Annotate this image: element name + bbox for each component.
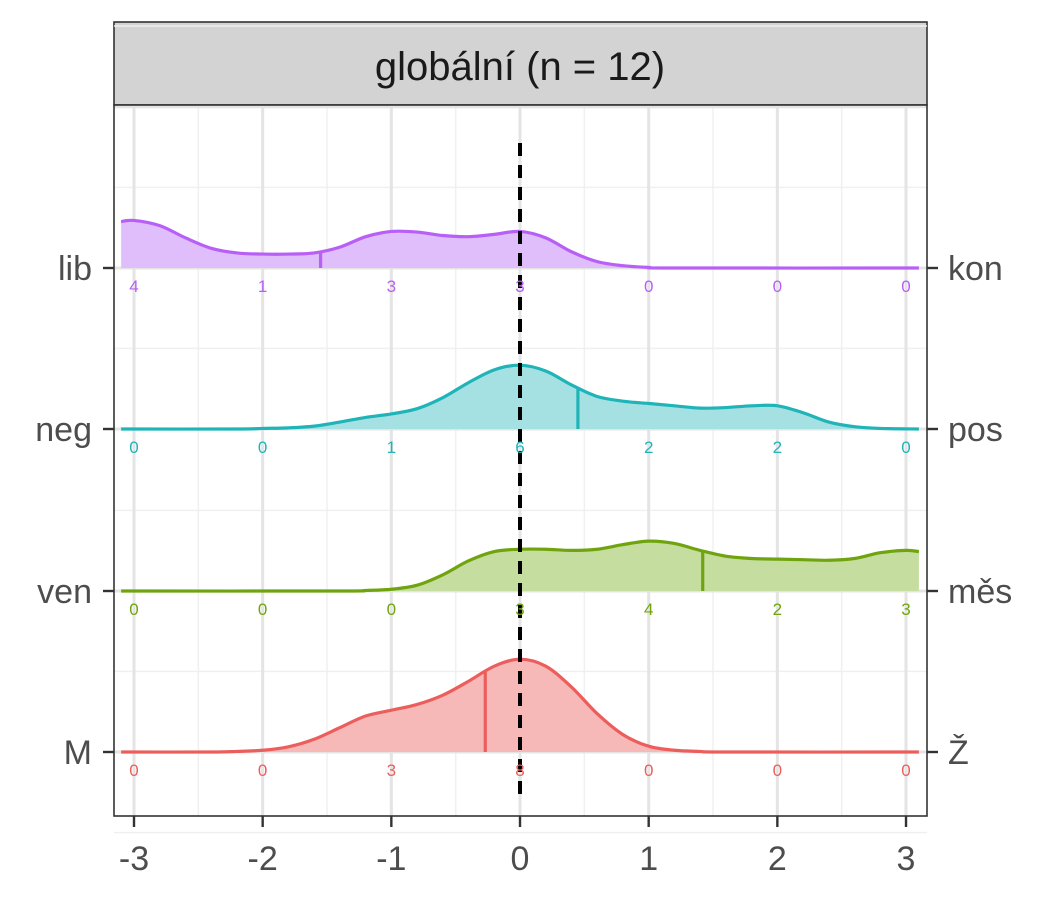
count-label-neg: 0 xyxy=(901,438,910,457)
count-label-ven: 0 xyxy=(258,600,267,619)
count-label-lib: 0 xyxy=(901,277,910,296)
count-labels: 4 1 3 3 0 0 0 0 0 1 6 2 2 0 0 0 0 3 4 2 3 0 0 3 8 0 0 0 xyxy=(129,277,910,780)
y-right-label-ven: měs xyxy=(948,573,1012,611)
x-tick-label: -2 xyxy=(248,840,278,878)
x-tick-label: -3 xyxy=(119,840,149,878)
count-label-M: 0 xyxy=(901,761,910,780)
count-label-ven: 0 xyxy=(387,600,396,619)
count-label-M: 0 xyxy=(644,761,653,780)
count-label-lib: 0 xyxy=(644,277,653,296)
x-tick-label: -1 xyxy=(376,840,406,878)
y-left-label-ven: ven xyxy=(37,573,92,611)
x-tick-label: 1 xyxy=(639,840,658,878)
count-label-lib: 4 xyxy=(129,277,138,296)
ridge-line-lib xyxy=(120,218,919,270)
count-label-neg: 6 xyxy=(515,438,524,457)
x-tick-label: 3 xyxy=(897,840,916,878)
count-label-neg: 1 xyxy=(387,438,396,457)
count-label-lib: 3 xyxy=(387,277,396,296)
y-right-label-neg: pos xyxy=(948,411,1003,449)
y-axis-left: lib neg ven M xyxy=(35,250,114,772)
count-label-neg: 0 xyxy=(129,438,138,457)
count-label-ven: 2 xyxy=(773,600,782,619)
count-label-lib: 1 xyxy=(258,277,267,296)
y-left-label-lib: lib xyxy=(58,250,92,288)
count-label-M: 8 xyxy=(515,761,524,780)
count-label-neg: 0 xyxy=(258,438,267,457)
count-label-lib: 0 xyxy=(773,277,782,296)
ridge-line-ven xyxy=(121,539,920,593)
count-label-M: 0 xyxy=(773,761,782,780)
count-label-ven: 3 xyxy=(515,600,524,619)
count-label-ven: 3 xyxy=(901,600,910,619)
minor-grid xyxy=(114,25,927,834)
y-right-label-M: Ž xyxy=(948,734,969,772)
ridge-lib xyxy=(120,218,919,270)
count-label-neg: 2 xyxy=(644,438,653,457)
y-left-label-neg: neg xyxy=(35,411,92,449)
y-axis-right: kon pos měs Ž xyxy=(927,250,1012,772)
count-label-lib: 3 xyxy=(515,277,524,296)
count-label-ven: 4 xyxy=(644,600,653,619)
facet-strip-box xyxy=(113,21,928,106)
x-axis: -3 -2 -1 0 1 2 3 xyxy=(119,816,916,878)
count-label-M: 3 xyxy=(387,761,396,780)
ridge-line-neg xyxy=(121,363,919,431)
facet-strip: globální (n = 12) xyxy=(113,21,928,106)
facet-strip-label: globální (n = 12) xyxy=(375,45,665,89)
count-label-ven: 0 xyxy=(129,600,138,619)
x-tick-label: 2 xyxy=(768,840,787,878)
ridge-line-M xyxy=(121,657,919,754)
y-right-label-lib: kon xyxy=(948,250,1003,288)
x-tick-label: 0 xyxy=(511,840,530,878)
count-label-M: 0 xyxy=(129,761,138,780)
y-left-label-M: M xyxy=(64,734,92,772)
count-label-M: 0 xyxy=(258,761,267,780)
count-label-neg: 2 xyxy=(773,438,782,457)
